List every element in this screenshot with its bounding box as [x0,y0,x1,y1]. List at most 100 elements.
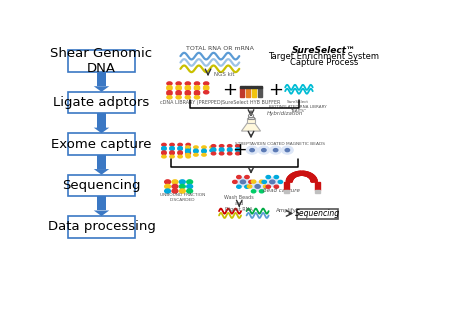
Polygon shape [288,176,293,179]
Polygon shape [94,169,109,175]
Circle shape [251,180,256,183]
Circle shape [247,185,252,188]
Circle shape [227,147,233,151]
Bar [246,87,250,97]
Circle shape [161,151,167,155]
Circle shape [251,182,264,191]
Circle shape [184,86,191,91]
Polygon shape [310,177,316,179]
Circle shape [177,151,183,155]
Polygon shape [296,172,299,176]
Circle shape [255,185,260,188]
Circle shape [179,189,185,193]
Polygon shape [298,171,300,176]
Circle shape [274,185,279,188]
Polygon shape [94,128,109,133]
Circle shape [177,150,183,154]
Polygon shape [288,177,293,179]
Text: Amplify: Amplify [276,208,297,213]
Polygon shape [293,173,297,177]
Circle shape [270,146,282,154]
Circle shape [169,143,175,147]
Polygon shape [305,172,308,176]
Polygon shape [305,172,308,176]
Circle shape [233,181,237,183]
Polygon shape [311,180,317,181]
Polygon shape [310,178,316,180]
Bar [240,87,245,97]
Circle shape [209,145,215,149]
Polygon shape [303,171,304,175]
Bar [240,86,245,88]
Bar [284,189,289,193]
Circle shape [172,184,178,188]
Circle shape [185,148,191,152]
Circle shape [194,85,201,89]
Polygon shape [294,172,298,176]
Polygon shape [306,173,310,176]
Circle shape [245,176,249,179]
Circle shape [166,81,173,86]
Circle shape [175,90,182,94]
Circle shape [164,184,171,188]
Circle shape [164,180,171,184]
Polygon shape [286,181,292,182]
Circle shape [187,184,192,188]
Polygon shape [306,172,309,176]
Polygon shape [292,174,296,177]
Circle shape [164,189,171,193]
Circle shape [251,190,256,193]
Circle shape [169,151,175,155]
Polygon shape [303,171,305,176]
Text: +: + [223,82,237,99]
FancyBboxPatch shape [297,209,337,219]
Polygon shape [98,196,106,211]
Circle shape [278,181,283,183]
Circle shape [185,143,191,147]
Circle shape [175,91,182,96]
Polygon shape [299,171,301,175]
Circle shape [219,147,225,151]
Polygon shape [307,173,310,176]
Circle shape [185,146,191,150]
Circle shape [172,180,178,184]
Text: SureSelect
BIOTINYLATED RNA LIBRARY
"BAITS": SureSelect BIOTINYLATED RNA LIBRARY "BAI… [269,100,327,113]
Polygon shape [310,176,315,179]
Circle shape [169,147,175,151]
Circle shape [235,147,241,151]
Circle shape [169,150,175,154]
Polygon shape [287,179,292,180]
Circle shape [201,148,207,152]
Circle shape [177,146,183,150]
Polygon shape [310,177,315,179]
Circle shape [210,147,217,151]
Circle shape [210,144,217,148]
Polygon shape [311,179,317,180]
FancyBboxPatch shape [67,50,136,72]
Polygon shape [310,176,314,178]
Circle shape [240,180,246,184]
Polygon shape [297,172,299,176]
Text: SureSelect™: SureSelect™ [292,46,356,55]
Circle shape [166,90,173,94]
Circle shape [266,177,279,186]
Text: STREPTAVIDIN COATED MAGNETIC BEADS: STREPTAVIDIN COATED MAGNETIC BEADS [235,142,325,146]
Text: Exome capture: Exome capture [51,138,152,150]
Polygon shape [286,180,292,181]
Circle shape [169,154,175,159]
Polygon shape [307,173,311,177]
Polygon shape [290,175,294,178]
Polygon shape [289,176,294,178]
Circle shape [250,148,255,152]
Polygon shape [297,172,299,176]
Circle shape [285,148,290,152]
Polygon shape [94,211,109,216]
Text: Sequencing: Sequencing [62,179,141,192]
Polygon shape [98,155,106,169]
Circle shape [184,91,191,96]
Circle shape [219,151,225,155]
Circle shape [175,95,182,100]
Polygon shape [286,180,292,181]
Circle shape [235,144,241,148]
Circle shape [184,81,191,86]
